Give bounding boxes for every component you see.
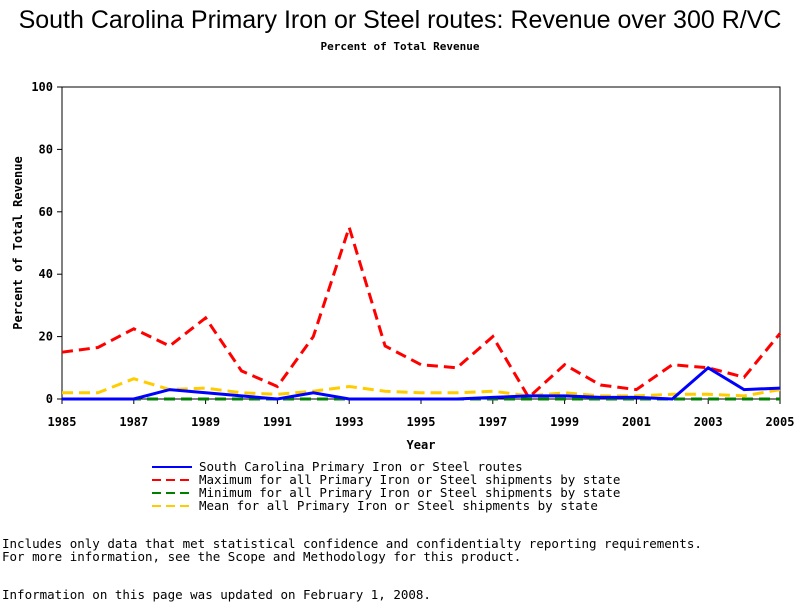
y-tick-label: 60 <box>39 205 53 219</box>
x-tick-label: 1985 <box>48 415 77 429</box>
plot-frame <box>61 86 781 400</box>
y-tick-label: 40 <box>39 267 53 281</box>
x-tick-label: 1987 <box>119 415 148 429</box>
chart-title: South Carolina Primary Iron or Steel rou… <box>18 6 782 34</box>
y-tick-label: 100 <box>31 80 53 94</box>
x-tick-label: 1993 <box>335 415 364 429</box>
series-line-0 <box>62 365 781 401</box>
legend-label: Maximum for all Primary Iron or Steel sh… <box>199 472 620 487</box>
x-tick-label: 1989 <box>191 415 220 429</box>
footnote-methodology: For more information, see the Scope and … <box>2 549 522 564</box>
x-tick-label: 2005 <box>766 415 795 429</box>
x-tick-label: 1997 <box>478 415 507 429</box>
legend: South Carolina Primary Iron or Steel rou… <box>152 459 620 513</box>
x-tick-label: 1995 <box>407 415 436 429</box>
x-tick-label: 1999 <box>550 415 579 429</box>
y-tick-label: 0 <box>46 392 53 406</box>
footnote-confidence: Includes only data that met statistical … <box>2 536 702 551</box>
series-line-3 <box>62 377 781 398</box>
legend-label: Mean for all Primary Iron or Steel shipm… <box>199 498 598 513</box>
x-tick-label: 2001 <box>622 415 651 429</box>
chart-subtitle: Percent of Total Revenue <box>320 40 480 53</box>
x-tick-label: 1991 <box>263 415 292 429</box>
axis-ticks: 0 20 40 60 80 100 1985 1987 1989 1991 1993 1995 1997… <box>31 80 794 429</box>
series-line-1 <box>61 222 782 400</box>
legend-label: South Carolina Primary Iron or Steel rou… <box>199 459 523 474</box>
x-tick-label: 2003 <box>694 415 723 429</box>
legend-label: Minimum for all Primary Iron or Steel sh… <box>199 485 620 500</box>
y-tick-label: 20 <box>39 330 53 344</box>
series-lines <box>61 222 782 401</box>
x-axis-title: Year <box>407 438 436 452</box>
footnote-updated: Information on this page was updated on … <box>2 587 431 602</box>
y-axis-title: Percent of Total Revenue <box>11 156 25 329</box>
y-tick-label: 80 <box>39 142 53 156</box>
